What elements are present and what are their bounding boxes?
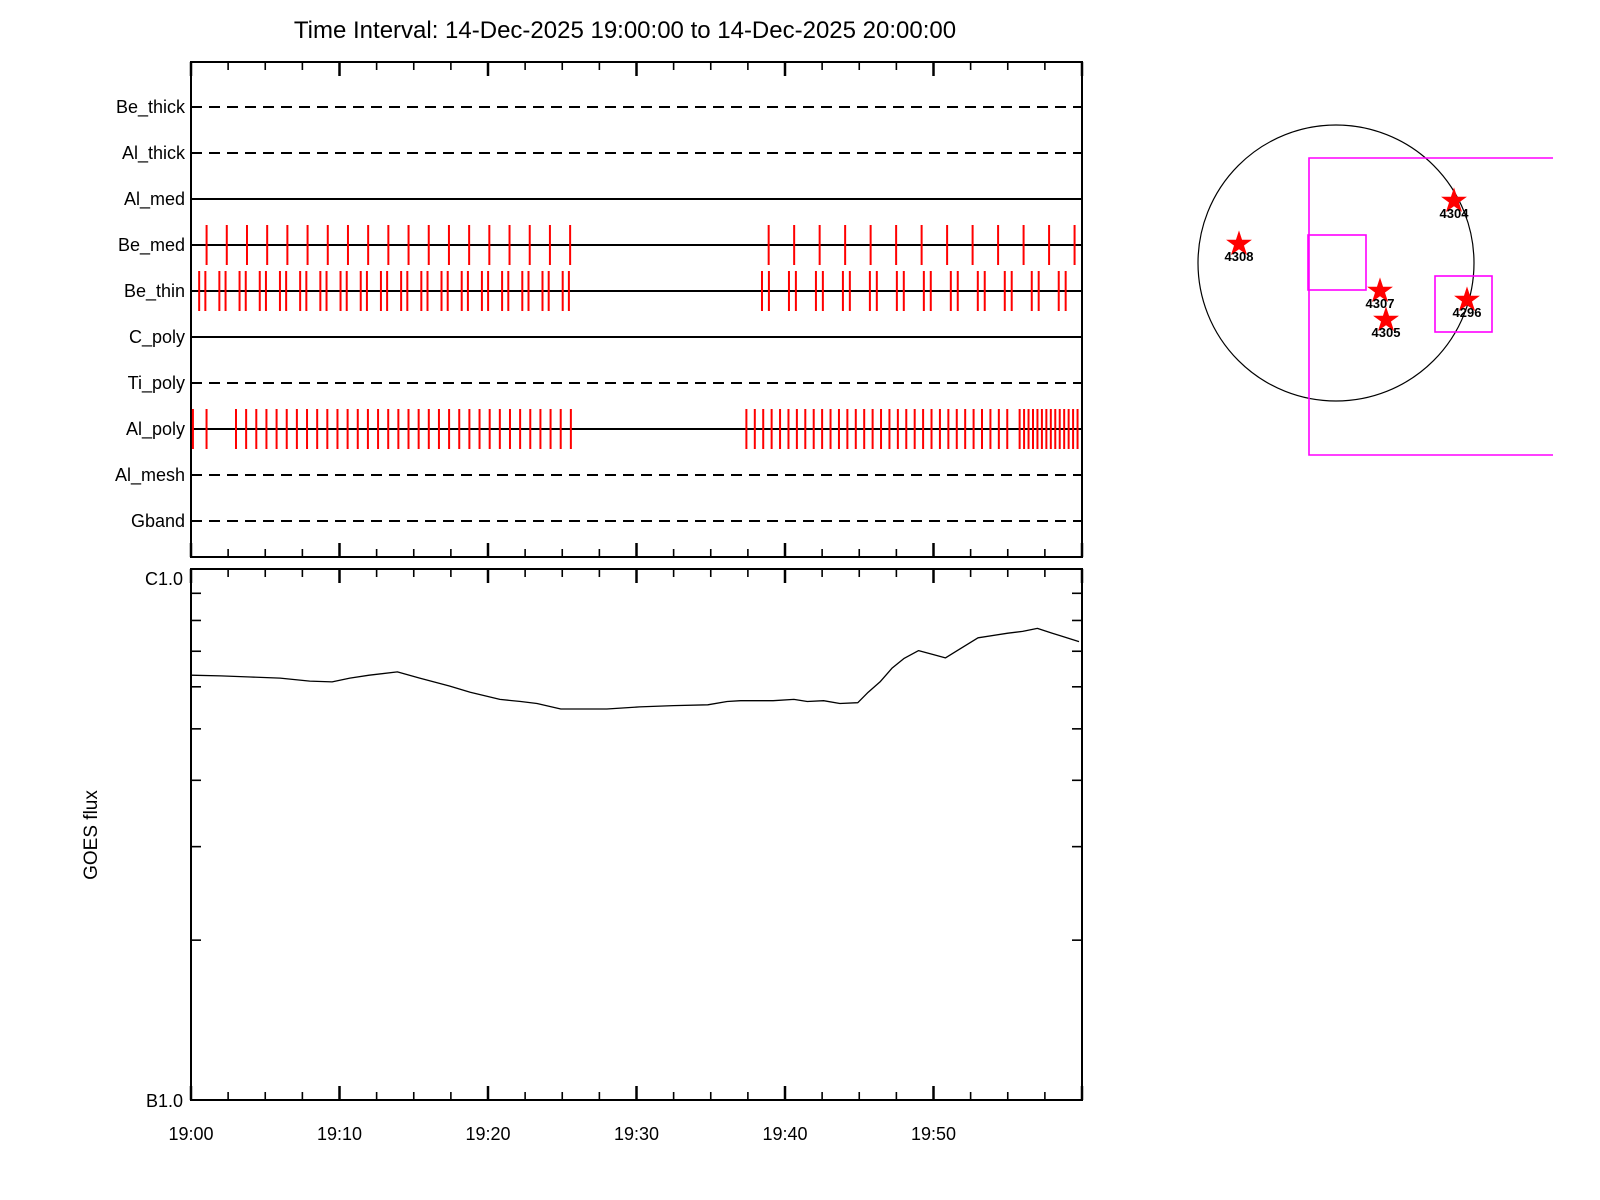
active-region-star-4308	[1226, 230, 1252, 255]
solar-disk-chart: 4308 4304 4307 4305 4296	[1197, 124, 1553, 456]
filter-row-label-Al_poly: Al_poly	[126, 419, 185, 440]
fov-box-2	[1434, 275, 1493, 333]
timeline-panel-border	[190, 61, 1083, 558]
x-axis-tick-label: 19:10	[317, 1124, 362, 1144]
filter-row-label-Gband: Gband	[131, 511, 185, 531]
chart-title: Time Interval: 14-Dec-2025 19:00:00 to 1…	[294, 17, 956, 44]
exposure-ticks-Be_med	[205, 225, 1076, 265]
x-axis-tick-label: 19:30	[614, 1124, 659, 1144]
filter-row-label-C_poly: C_poly	[129, 327, 185, 348]
x-axis-tick-label: 19:40	[762, 1124, 807, 1144]
x-axis-tick-label: 19:00	[168, 1124, 213, 1144]
filter-timeline-panel: Be_thick Al_thick Al_med Be_med Be_thin C_pol…	[115, 61, 1084, 558]
filter-row-label-Al_thick: Al_thick	[122, 143, 186, 164]
active-region-label-4296: 4296	[1453, 305, 1482, 320]
x-axis-tick-label: 19:50	[911, 1124, 956, 1144]
filter-row-label-Be_med: Be_med	[118, 235, 185, 256]
active-region-star-4305	[1373, 306, 1399, 331]
solar-limb-circle	[1197, 124, 1475, 402]
x-axis-tick-label: 19:20	[465, 1124, 510, 1144]
filter-row-label-Al_med: Al_med	[124, 189, 185, 210]
active-region-label-4308: 4308	[1225, 249, 1254, 264]
active-region-label-4305: 4305	[1372, 325, 1401, 340]
goes-y-axis-title: GOES flux	[81, 790, 102, 880]
goes-y-bottom-label: B1.0	[146, 1091, 183, 1111]
goes-y-top-label: C1.0	[145, 569, 183, 589]
fov-box-0	[1308, 157, 1553, 456]
goes-flux-panel: C1.0 B1.0 GOES flux 19:00 19:10 19:20 19:30…	[81, 568, 1084, 1144]
active-region-star-4304	[1441, 187, 1467, 212]
filter-row-label-Be_thick: Be_thick	[116, 97, 186, 118]
active-region-label-4304: 4304	[1440, 206, 1470, 221]
exposure-ticks-Al_poly	[191, 409, 1079, 449]
active-region-label-4307: 4307	[1366, 296, 1395, 311]
filter-row-label-Ti_poly: Ti_poly	[128, 373, 185, 394]
active-region-star-4307	[1367, 277, 1393, 302]
filter-row-label-Be_thin: Be_thin	[124, 281, 185, 302]
fov-box-1	[1307, 234, 1367, 291]
active-region-star-4296	[1454, 286, 1480, 311]
goes-flux-curve	[190, 627, 1080, 710]
exposure-ticks-Be_thin	[198, 271, 1067, 311]
goes-panel-border	[190, 568, 1083, 1101]
filter-row-label-Al_mesh: Al_mesh	[115, 465, 185, 486]
